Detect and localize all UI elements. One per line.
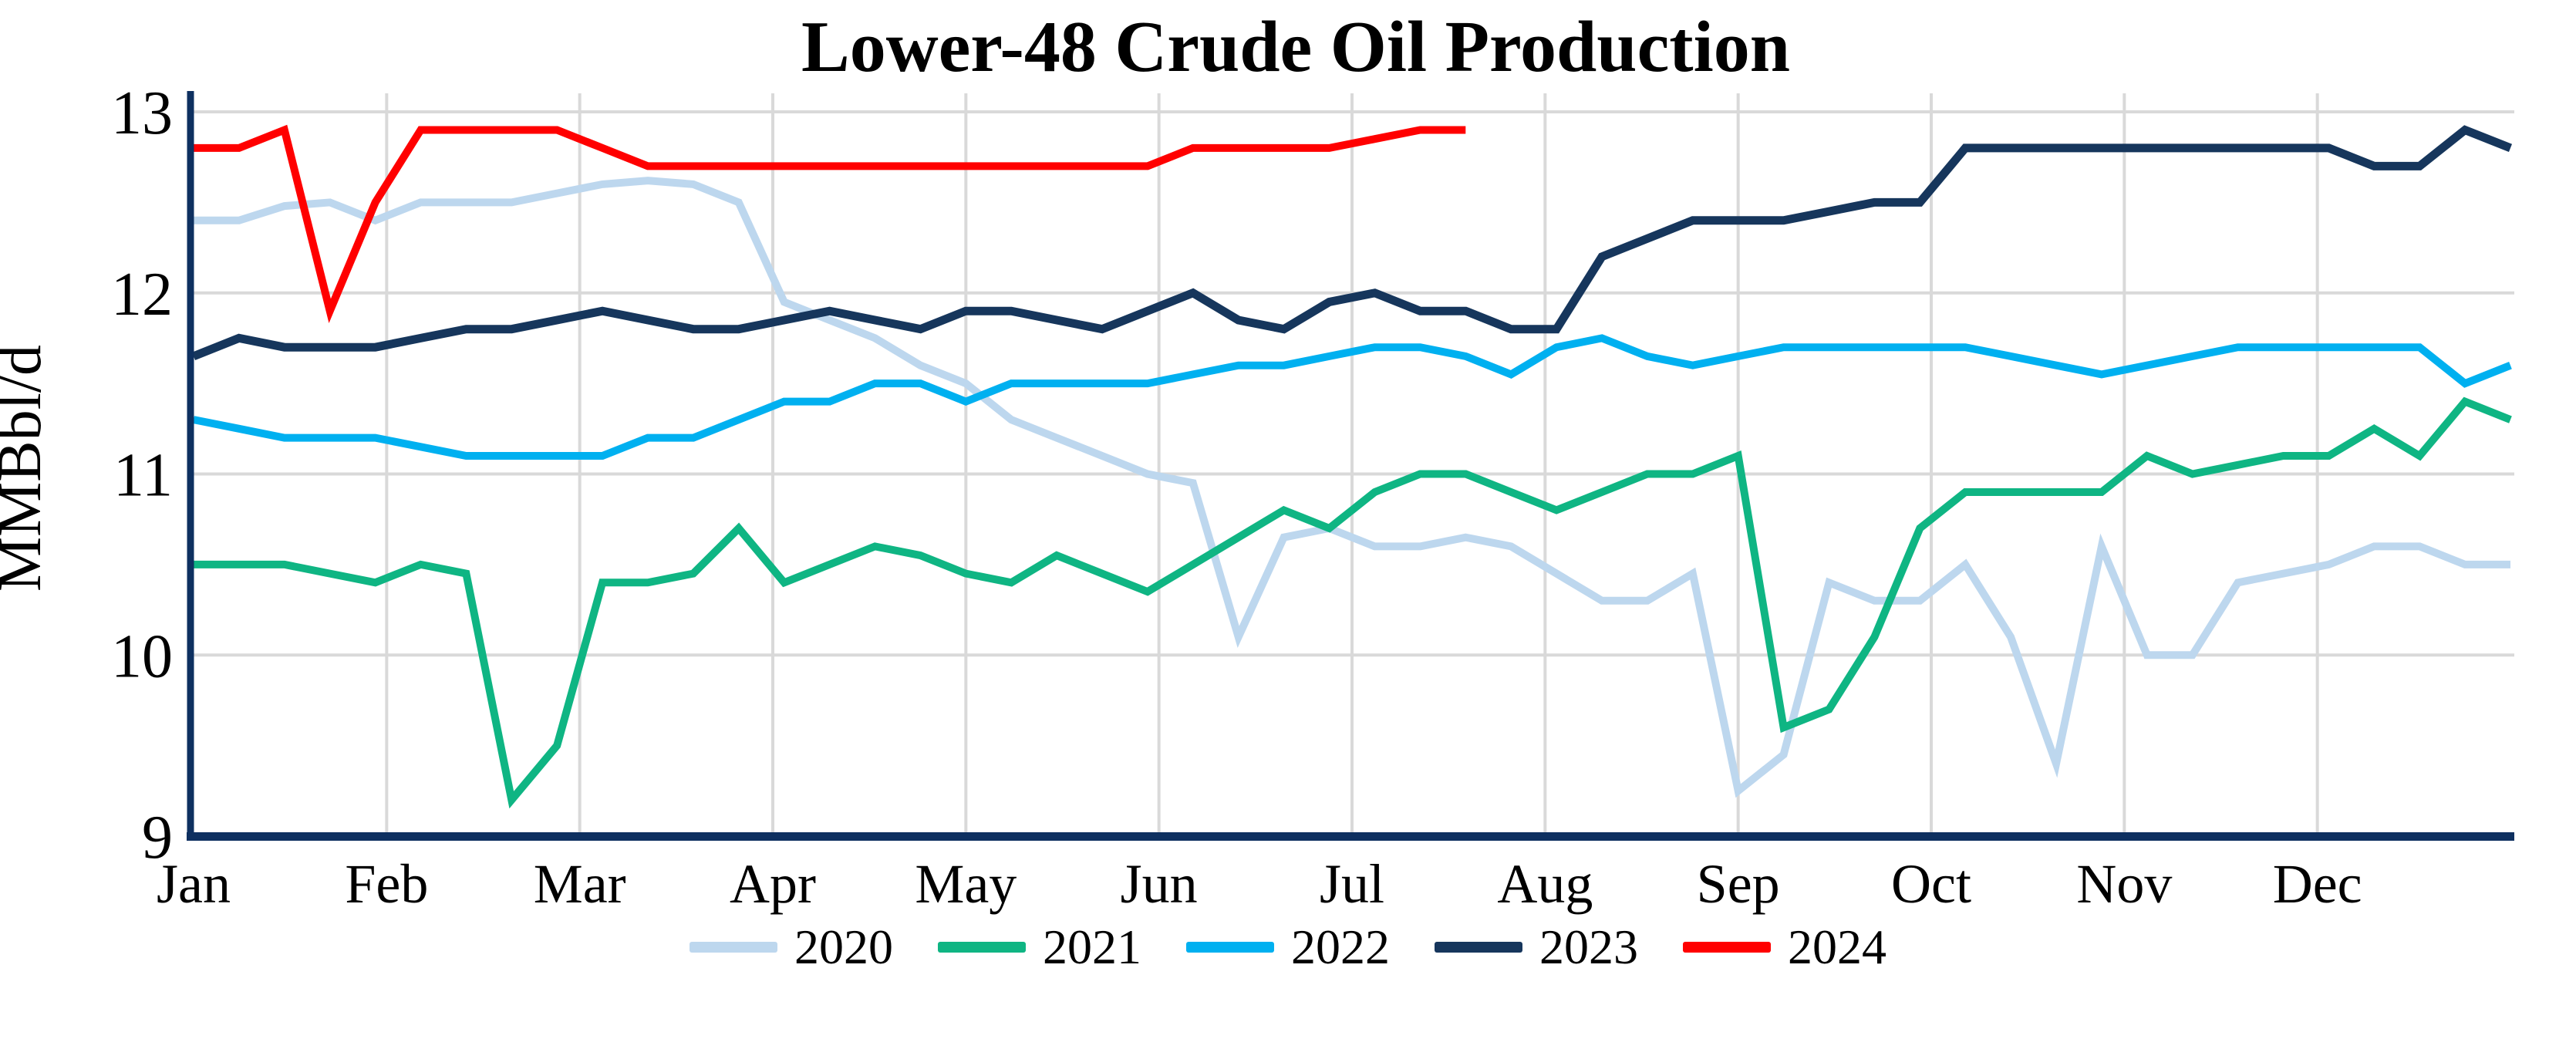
legend-label-2020: 2020 <box>794 919 893 974</box>
x-tick-label-Jun: Jun <box>1121 853 1198 915</box>
y-tick-label-11: 11 <box>113 442 173 510</box>
series-line-2021 <box>194 396 2512 809</box>
x-tick-label-Oct: Oct <box>1891 853 1971 915</box>
x-tick-label-May: May <box>915 853 1017 915</box>
y-tick-label-13: 13 <box>111 79 173 147</box>
legend-item-2023: 2023 <box>1435 923 1638 972</box>
y-axis-title: MMBbl/d <box>0 345 54 592</box>
x-tick-label-Nov: Nov <box>2076 853 2172 915</box>
legend-swatch-2020 <box>690 942 777 953</box>
legend: 2020 2021 2022 2023 2024 <box>0 923 2576 972</box>
legend-label-2024: 2024 <box>1788 919 1886 974</box>
legend-label-2023: 2023 <box>1539 919 1638 974</box>
y-tick-label-10: 10 <box>111 622 173 690</box>
legend-swatch-2023 <box>1435 942 1522 953</box>
legend-item-2020: 2020 <box>690 923 893 972</box>
series-line-2024 <box>194 124 1466 324</box>
x-tick-label-Dec: Dec <box>2273 853 2362 915</box>
legend-item-2022: 2022 <box>1186 923 1390 972</box>
x-tick-label-Mar: Mar <box>534 853 626 915</box>
legend-swatch-2024 <box>1683 942 1771 953</box>
legend-label-2022: 2022 <box>1291 919 1390 974</box>
legend-item-2021: 2021 <box>938 923 1141 972</box>
series-line-2022 <box>193 334 2512 460</box>
series-line-2023 <box>191 125 2513 361</box>
series-line-2020 <box>194 177 2510 798</box>
x-tick-label-Jan: Jan <box>157 853 231 915</box>
x-tick-label-Jul: Jul <box>1320 853 1384 915</box>
x-tick-label-Sep: Sep <box>1697 853 1780 915</box>
y-tick-label-9: 9 <box>142 804 173 872</box>
x-tick-label-Apr: Apr <box>730 853 816 915</box>
x-tick-label-Feb: Feb <box>345 853 428 915</box>
axes <box>187 91 2514 841</box>
legend-label-2021: 2021 <box>1043 919 1141 974</box>
legend-item-2024: 2024 <box>1683 923 1886 972</box>
series-lines <box>191 124 2513 809</box>
x-tick-label-Aug: Aug <box>1497 853 1593 915</box>
chart-title: Lower-48 Crude Oil Production <box>801 7 1790 87</box>
legend-swatch-2021 <box>938 942 1026 953</box>
y-tick-label-12: 12 <box>111 261 173 329</box>
legend-swatch-2022 <box>1186 942 1274 953</box>
